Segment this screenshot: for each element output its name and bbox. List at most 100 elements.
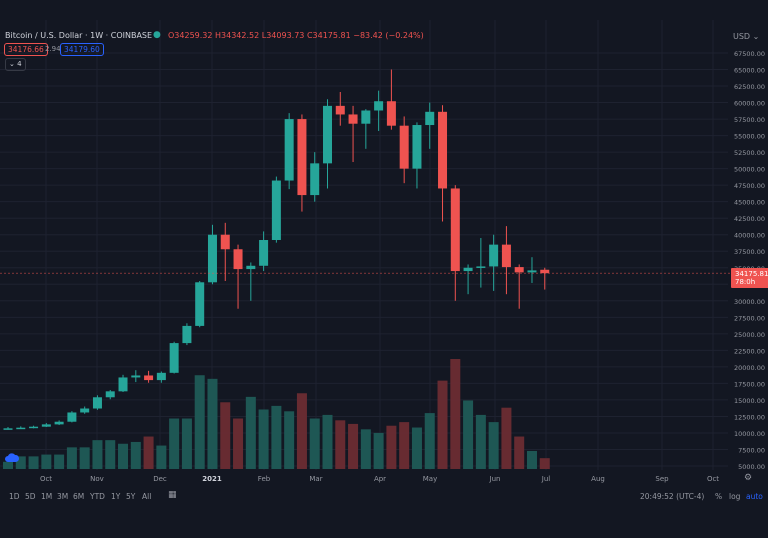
volume-bar (475, 414, 486, 469)
candle-body (361, 110, 371, 124)
buy-price-button[interactable]: 34179.60 (60, 43, 104, 56)
volume-bar (271, 405, 282, 469)
candle-body (438, 111, 448, 189)
candle-body (310, 163, 320, 196)
auto-toggle[interactable]: auto (746, 492, 763, 501)
y-tick-label: 62500.00 (734, 83, 765, 91)
candle-body (169, 343, 179, 373)
range-ytd[interactable]: YTD (90, 492, 105, 501)
volume-bar (258, 409, 269, 469)
volume-bar (54, 454, 65, 469)
volume-bar (539, 458, 550, 469)
volume-bar (360, 429, 371, 469)
market-status-icon: ● (153, 30, 161, 40)
clock-time[interactable]: 20:49:52 (UTC-4) (640, 492, 705, 501)
range-all[interactable]: All (142, 492, 152, 501)
cloud-icon[interactable] (4, 452, 20, 464)
y-tick-label: 65000.00 (734, 67, 765, 75)
bottom-toolbar: 1D 5D 1M 3M 6M YTD 1Y 5Y All ▦ 20:49:52 … (0, 487, 768, 505)
volume-bar (322, 414, 333, 469)
x-tick-label: 2021 (202, 475, 222, 483)
x-tick-label: Dec (153, 475, 167, 483)
calendar-icon[interactable]: ▦ (168, 490, 177, 500)
high-value: H34342.52 (215, 31, 260, 40)
y-tick-label: 30000.00 (734, 298, 765, 306)
sell-price-button[interactable]: 34176.66 (4, 43, 48, 56)
symbol-title[interactable]: Bitcoin / U.S. Dollar · 1W · COINBASE (5, 31, 153, 40)
volume-bar (66, 447, 77, 469)
range-6m[interactable]: 6M (73, 492, 85, 501)
volume-bar (194, 375, 205, 469)
y-tick-label: 27500.00 (734, 314, 765, 322)
collapse-indicators-button[interactable]: ⌄ 4 (5, 58, 26, 71)
range-1m[interactable]: 1M (41, 492, 53, 501)
volume-bar (411, 427, 422, 469)
volume-bar (463, 400, 474, 469)
range-3m[interactable]: 3M (57, 492, 69, 501)
y-tick-label: 57500.00 (734, 116, 765, 124)
candle-body (514, 267, 524, 273)
candle-body (54, 421, 64, 425)
y-tick-label: 60000.00 (734, 100, 765, 108)
y-tick-label: 52500.00 (734, 149, 765, 157)
volume-bar (130, 441, 141, 469)
range-1y[interactable]: 1Y (111, 492, 121, 501)
volume-bar (437, 380, 448, 469)
candle-body (501, 244, 511, 268)
y-tick-label: 67500.00 (734, 50, 765, 58)
volume-bar (181, 418, 192, 469)
volume-bar (514, 436, 525, 469)
candle-body (80, 408, 90, 413)
volume-bar (284, 411, 295, 469)
gear-icon[interactable]: ⚙ (744, 473, 753, 483)
candle-body (412, 125, 422, 169)
y-tick-label: 22500.00 (734, 347, 765, 355)
candle-body (118, 377, 128, 392)
log-toggle[interactable]: log (729, 492, 741, 501)
range-1d[interactable]: 1D (9, 492, 20, 501)
volume-bar (488, 422, 499, 469)
candle-body (425, 111, 435, 126)
candle-body (271, 180, 281, 241)
volume-bar (245, 396, 256, 469)
currency-selector[interactable]: USD ⌄ (733, 32, 760, 41)
volume-bar (386, 425, 397, 469)
x-tick-label: Oct (40, 475, 52, 483)
range-5y[interactable]: 5Y (126, 492, 136, 501)
volume-bar (41, 454, 52, 469)
y-tick-label: 17500.00 (734, 380, 765, 388)
y-tick-label: 42500.00 (734, 215, 765, 223)
volume-bar (79, 447, 90, 469)
candle-body (207, 234, 217, 283)
volume-bar (296, 393, 307, 469)
open-value: O34259.32 (168, 31, 213, 40)
last-price-value: 34175.81 (735, 270, 768, 278)
candle-body (374, 101, 384, 111)
volume-bar (501, 407, 512, 469)
volume-bar (169, 418, 180, 469)
volume-bar (526, 450, 537, 469)
x-tick-label: Sep (655, 475, 669, 483)
volume-bar (373, 432, 384, 469)
candle-body (195, 282, 205, 326)
candle-body (450, 188, 460, 272)
volume-bar (424, 413, 435, 469)
x-tick-label: Jun (489, 475, 501, 483)
volume-bar (233, 418, 244, 469)
y-tick-label: 5000.00 (738, 463, 765, 471)
x-tick-label: Nov (90, 475, 104, 483)
candle-body (233, 249, 243, 270)
y-tick-label: 12500.00 (734, 413, 765, 421)
volume-bar (28, 456, 39, 469)
candle-body (476, 266, 486, 268)
volume-bar (15, 456, 26, 469)
candle-body (489, 244, 499, 267)
percent-toggle[interactable]: % (715, 492, 723, 501)
candle-body (67, 412, 77, 422)
ohlc-readout: O34259.32 H34342.52 L34093.73 C34175.81 … (168, 31, 424, 40)
x-tick-label: Mar (309, 475, 322, 483)
candle-body (527, 270, 537, 273)
range-5d[interactable]: 5D (25, 492, 36, 501)
